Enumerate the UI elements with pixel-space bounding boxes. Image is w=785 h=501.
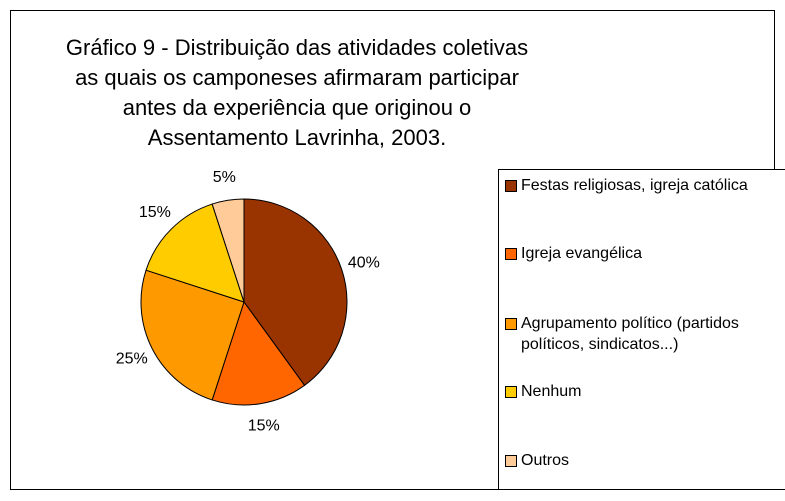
legend-label: Festas religiosas, igreja católica	[521, 177, 748, 194]
legend-swatch	[505, 386, 517, 398]
data-label: 25%	[116, 350, 148, 367]
pie-slice	[140, 269, 245, 401]
legend-swatch	[505, 318, 517, 330]
chart-title: Gráfico 9 - Distribuição das atividades …	[65, 35, 529, 150]
legend-label: Agrupamento político (partidos políticos…	[521, 315, 739, 353]
legend-swatch	[505, 455, 517, 467]
pie-slice	[211, 198, 245, 303]
legend-item: Nenhum	[505, 381, 785, 402]
data-label: 40%	[348, 254, 380, 271]
data-label: 5%	[213, 169, 236, 186]
pie-slice	[211, 300, 306, 406]
data-label: 15%	[248, 418, 280, 435]
legend-item: Agrupamento político (partidos políticos…	[505, 313, 785, 355]
pie-slice	[243, 198, 348, 387]
legend-label: Igreja evangélica	[521, 245, 642, 262]
legend-item: Festas religiosas, igreja católica	[505, 175, 785, 196]
legend-label: Nenhum	[521, 383, 582, 400]
legend-item: Outros	[505, 450, 785, 471]
legend-swatch	[505, 248, 517, 260]
data-label: 15%	[139, 204, 171, 221]
legend: Festas religiosas, igreja católica Igreja…	[498, 169, 785, 490]
pie-slice	[145, 203, 245, 303]
legend-swatch	[505, 180, 517, 192]
legend-label: Outros	[521, 452, 570, 469]
legend-item: Igreja evangélica	[505, 243, 785, 264]
